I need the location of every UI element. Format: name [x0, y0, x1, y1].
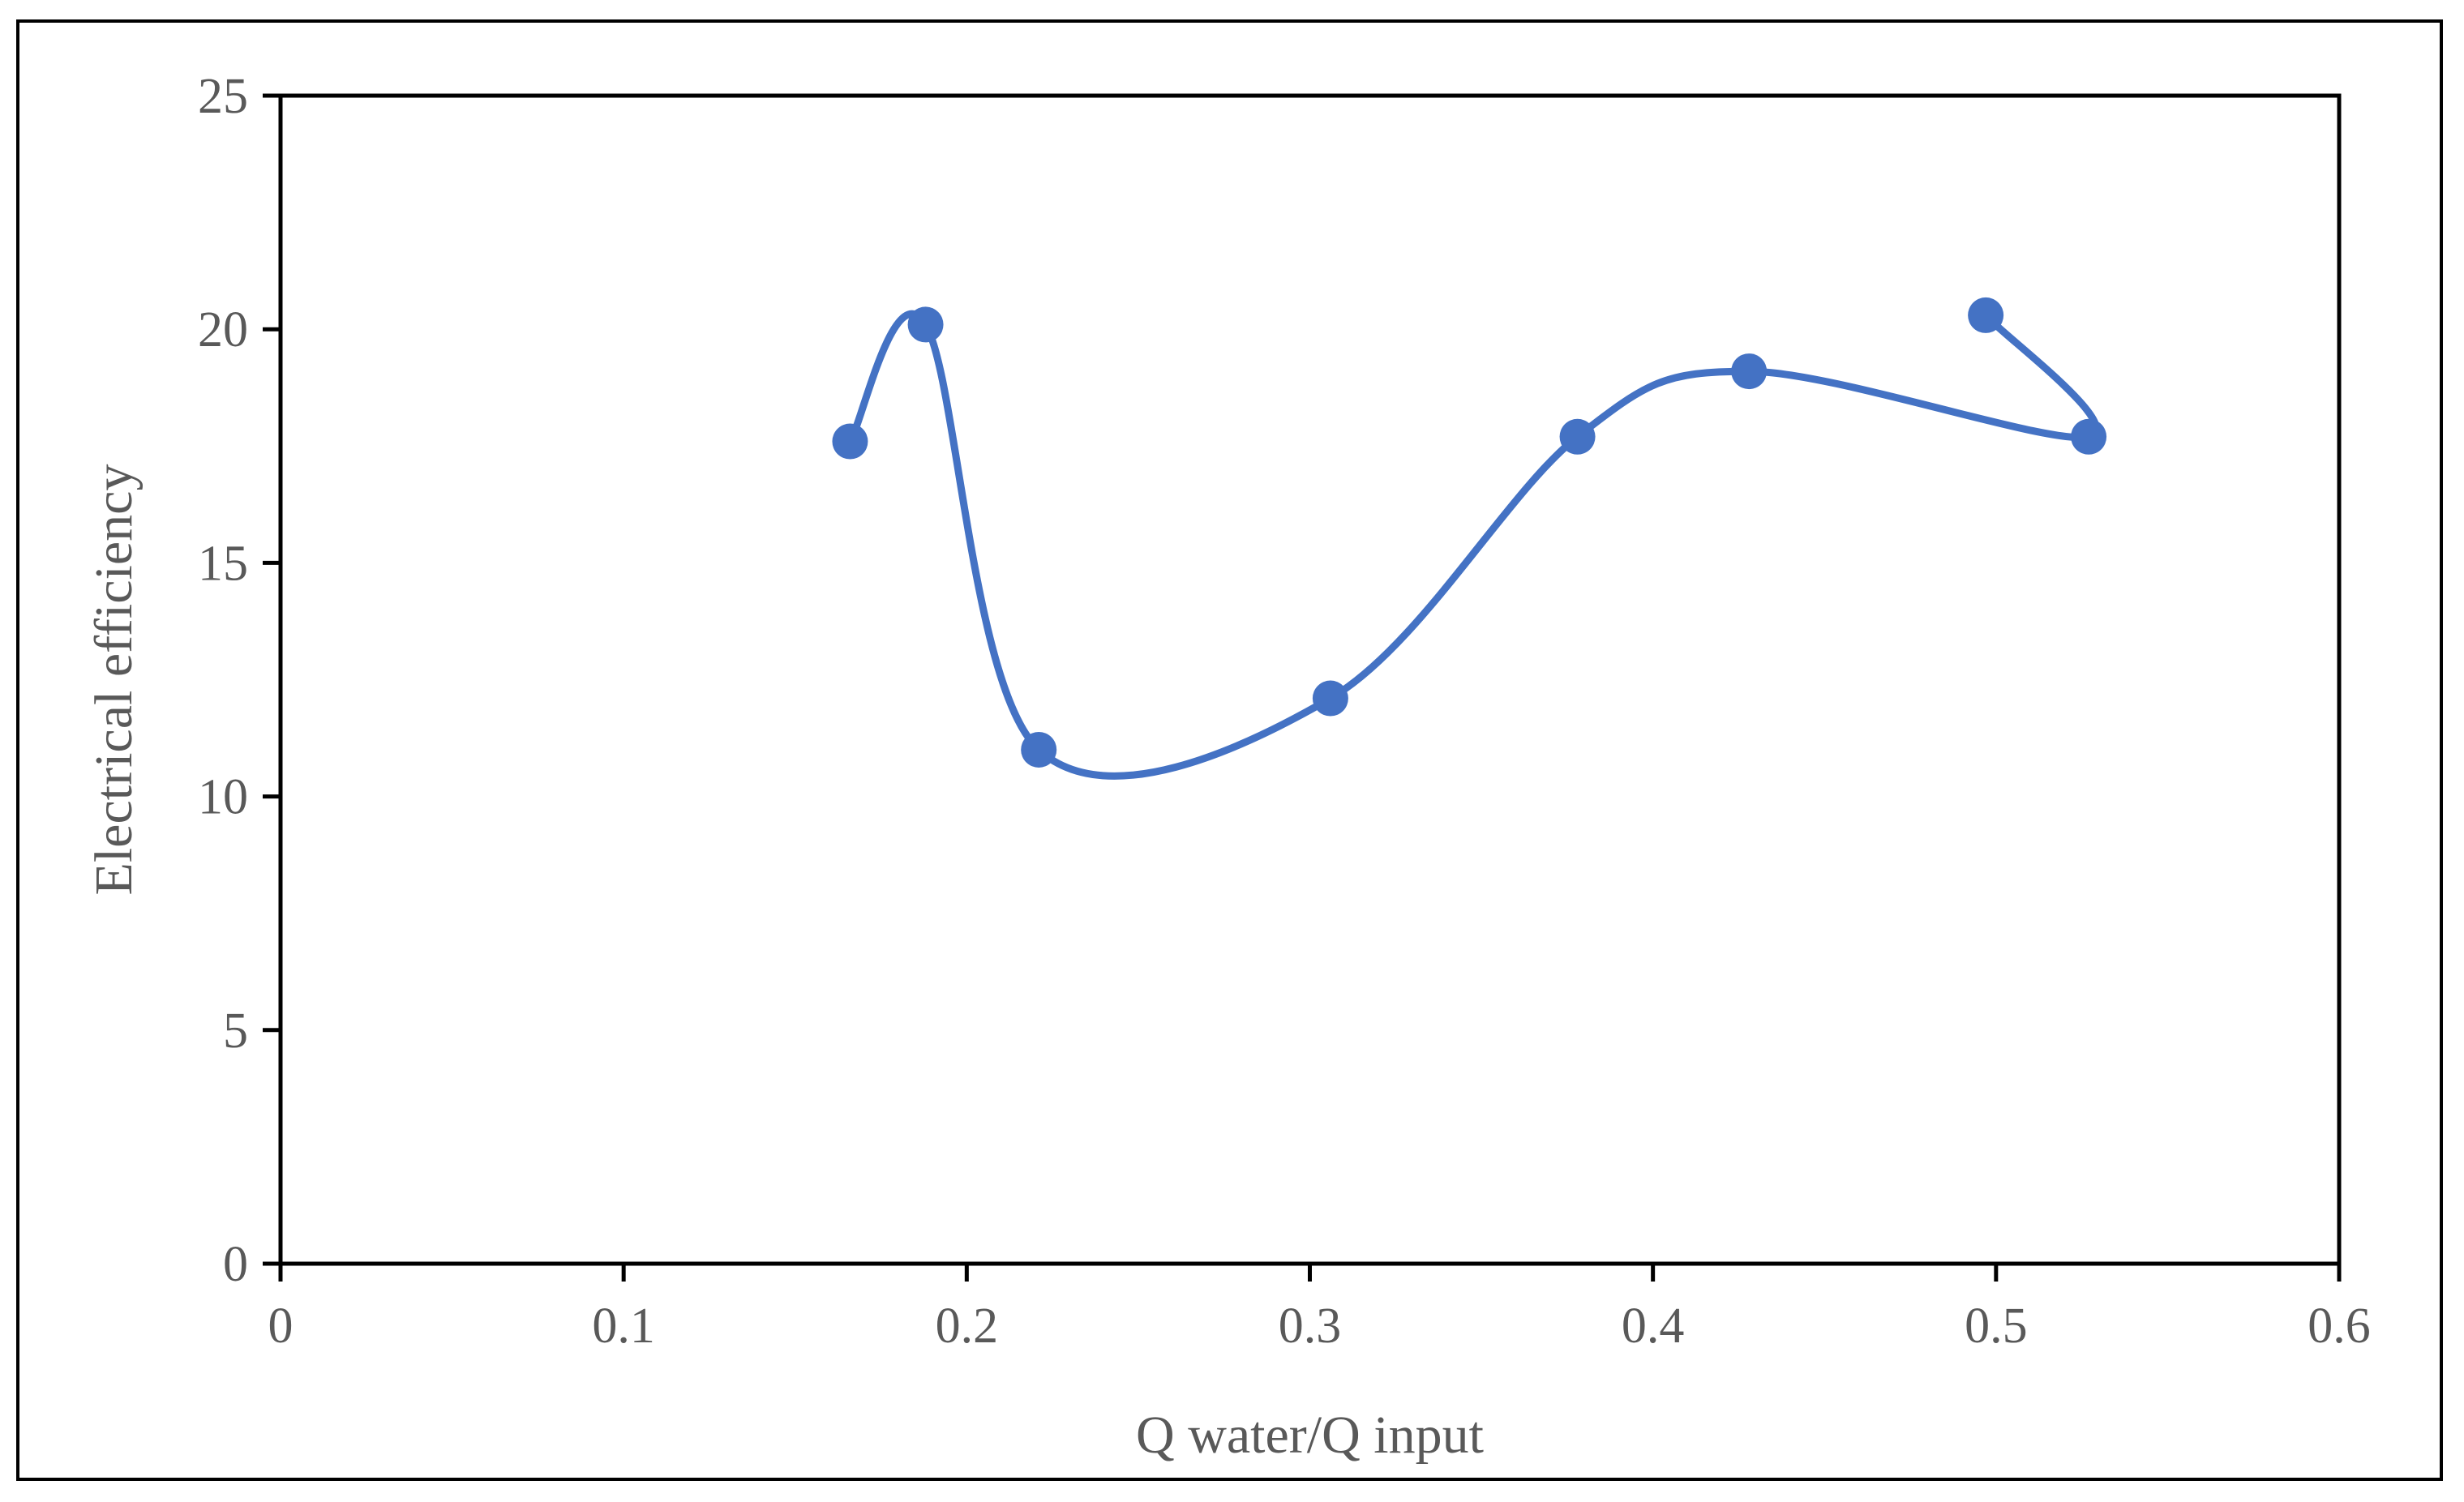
x-tick-label: 0.1	[592, 1299, 655, 1354]
data-point	[2071, 418, 2107, 455]
y-tick-label: 0	[223, 1237, 248, 1292]
y-axis-title: Electrical efficiency	[84, 464, 144, 896]
data-point	[1559, 418, 1596, 455]
series-layer	[832, 297, 2107, 780]
data-point	[1021, 731, 1057, 768]
plot-area-border	[278, 93, 2342, 1266]
y-tick-label: 5	[223, 1003, 248, 1059]
x-tick-label: 0.3	[1279, 1299, 1342, 1354]
data-point	[907, 306, 944, 343]
x-tick-label: 0.2	[936, 1299, 999, 1354]
ticks: 0 0.1 0.2 0.3 0.4 0.5 0.6 0 5 10 15 20 25	[198, 69, 2371, 1354]
x-tick-label: 0.4	[1622, 1299, 1685, 1354]
y-tick-label: 15	[198, 536, 248, 591]
y-tick-label: 25	[198, 69, 248, 124]
data-point	[1731, 353, 1768, 390]
x-tick-label: 0.5	[1965, 1299, 2028, 1354]
series-line	[846, 310, 2100, 780]
data-point	[832, 423, 868, 460]
x-tick-label: 0	[268, 1299, 294, 1354]
x-axis-title: Q water/Q input	[1136, 1406, 1484, 1465]
y-tick-label: 20	[198, 302, 248, 357]
data-point	[1312, 680, 1348, 717]
axes	[278, 93, 2342, 1266]
data-point	[1968, 297, 2004, 333]
x-tick-label: 0.6	[2308, 1299, 2371, 1354]
y-tick-label: 10	[198, 770, 248, 825]
